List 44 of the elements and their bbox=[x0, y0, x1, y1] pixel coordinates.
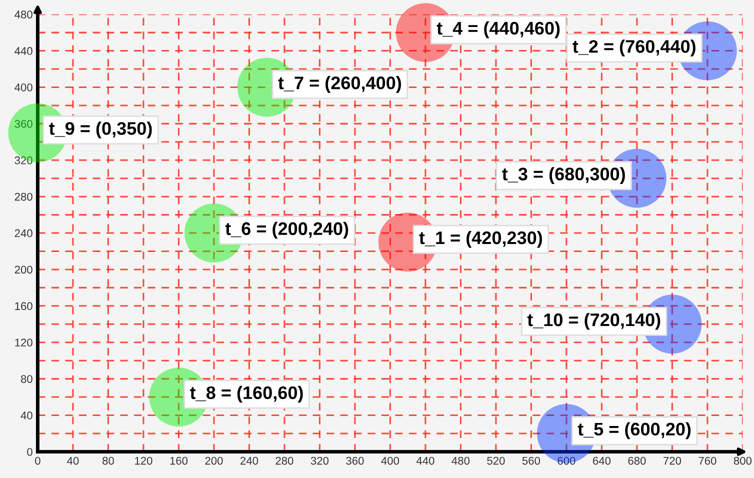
y-tick-label: 360 bbox=[14, 120, 32, 128]
y-tick-label: 280 bbox=[14, 192, 32, 201]
x-tick-label: 800 bbox=[734, 456, 752, 465]
annotation: t_6 = (200,240) bbox=[225, 222, 348, 239]
x-tick-label: 200 bbox=[205, 456, 223, 465]
y-tick-label: 160 bbox=[15, 302, 32, 310]
x-tick-label: 80 bbox=[102, 456, 114, 465]
annotation: t_9 = (0,350) bbox=[49, 122, 152, 138]
x-tick-label: 640 bbox=[592, 456, 611, 465]
y-tick-label: 200 bbox=[14, 266, 32, 274]
annotation: t_1 = (420,230) bbox=[419, 230, 542, 248]
y-tick-label: 400 bbox=[14, 84, 32, 92]
y-tick-label: 40 bbox=[20, 412, 32, 420]
x-tick-label: 0 bbox=[35, 456, 40, 465]
x-tick-label: 240 bbox=[240, 456, 258, 465]
y-tick-label: 240 bbox=[14, 229, 32, 238]
x-tick-label: 120 bbox=[135, 456, 152, 465]
annotation: t_4 = (440,460) bbox=[436, 21, 560, 38]
annotation: t_7 = (260,400) bbox=[278, 76, 401, 93]
x-tick-label: 160 bbox=[170, 456, 188, 465]
y-tick-label: 320 bbox=[14, 156, 32, 164]
x-tick-label: 680 bbox=[628, 456, 646, 465]
x-tick-label: 520 bbox=[487, 456, 505, 465]
x-tick-label: 440 bbox=[416, 456, 434, 465]
x-tick-label: 560 bbox=[522, 456, 540, 465]
y-tick-label: 480 bbox=[14, 10, 32, 18]
x-tick-label: 40 bbox=[67, 456, 79, 465]
annotation: t_8 = (160,60) bbox=[190, 386, 303, 403]
x-tick-label: 320 bbox=[310, 456, 329, 465]
y-tick-label: 80 bbox=[20, 375, 32, 383]
x-tick-label: 360 bbox=[346, 456, 364, 465]
y-tick-label: 0 bbox=[27, 448, 32, 456]
annotation: t_5 = (600,20) bbox=[578, 422, 691, 440]
annotation: t_3 = (680,300) bbox=[502, 167, 625, 184]
x-tick-label: 400 bbox=[381, 456, 400, 465]
x-tick-label: 760 bbox=[698, 456, 716, 465]
x-tick-label: 480 bbox=[452, 456, 470, 465]
y-tick-label: 120 bbox=[15, 338, 32, 347]
annotation: t_2 = (760,440) bbox=[572, 40, 696, 56]
y-tick-label: 440 bbox=[14, 47, 32, 55]
x-tick-label: 720 bbox=[663, 456, 682, 465]
annotation: t_10 = (720,140) bbox=[527, 312, 660, 330]
x-tick-label: 600 bbox=[558, 456, 576, 465]
x-tick-label: 280 bbox=[276, 456, 294, 465]
